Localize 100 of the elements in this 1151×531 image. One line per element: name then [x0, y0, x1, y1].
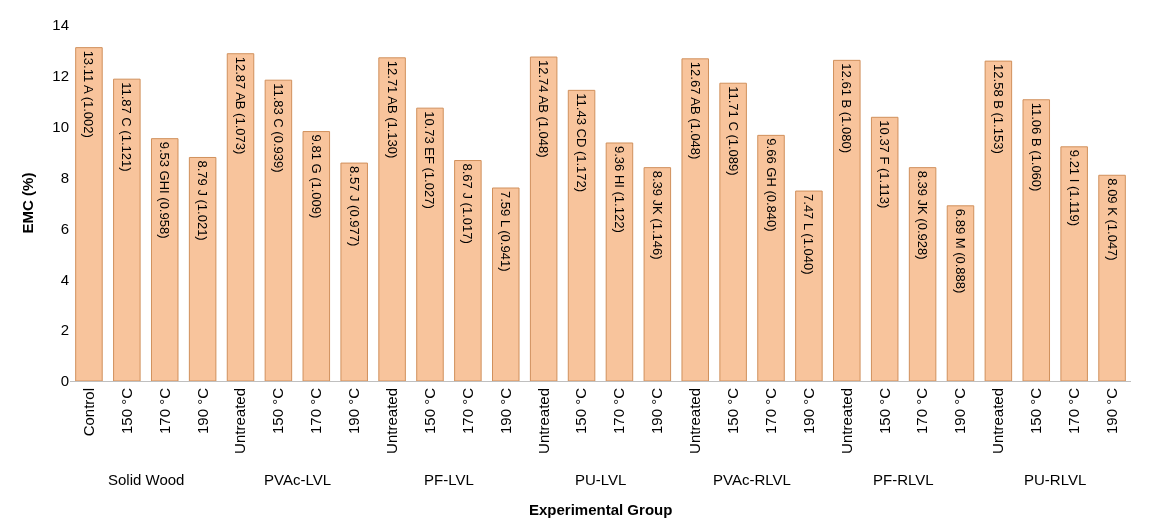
bar: [643, 167, 672, 381]
bar: [757, 134, 785, 381]
x-tick-label: 170 °C: [458, 387, 476, 435]
y-tick-label: 10: [52, 117, 69, 135]
bar: [567, 89, 596, 381]
data-label: 8.39 JK (0.928): [915, 170, 931, 260]
data-label: 10.37 F (1.113): [877, 120, 893, 209]
x-tick-label: 190 °C: [193, 387, 211, 435]
bar: [378, 57, 406, 381]
bar: [908, 167, 937, 381]
bar: [75, 47, 103, 381]
x-tick-label: 150 °C: [420, 387, 438, 435]
bar: [264, 79, 293, 381]
x-tick-label: 150 °C: [724, 387, 742, 435]
data-label: 12.58 B (1.153): [990, 64, 1006, 154]
data-label: 7.59 L (0.941): [498, 191, 514, 272]
bar: [454, 160, 482, 381]
x-tick-label: 170 °C: [1065, 387, 1083, 435]
bar: [681, 58, 709, 381]
data-label: 9.81 G (1.009): [308, 134, 324, 219]
x-tick-label: Control: [79, 388, 97, 437]
bar: [719, 82, 747, 381]
data-label: 10.73 EF (1.027): [422, 111, 438, 209]
bar: [1060, 146, 1088, 381]
bar: [1098, 174, 1126, 381]
x-tick-label: 170 °C: [307, 387, 325, 435]
x-tick-label: 190 °C: [345, 387, 363, 435]
x-tick-label: 150 °C: [572, 387, 590, 435]
data-label: 8.57 J (0.977): [346, 166, 362, 247]
x-tick-label: 190 °C: [1102, 387, 1120, 435]
x-tick-label: 150 °C: [269, 387, 287, 435]
bar: [492, 187, 520, 381]
x-tick-label: Untreated: [989, 388, 1007, 454]
y-tick-label: 12: [52, 67, 69, 85]
y-tick-label: 14: [52, 16, 69, 34]
bar: [150, 138, 179, 381]
bar: [416, 107, 444, 381]
text: PU-LVL: [575, 471, 627, 488]
bar: [605, 142, 634, 381]
x-tick-label: Untreated: [837, 388, 855, 454]
x-tick-label: 150 °C: [117, 387, 135, 435]
text: PF-LVL: [424, 471, 474, 488]
data-label: 12.87 AB (1.073): [233, 56, 249, 155]
x-tick-label: Untreated: [534, 388, 552, 454]
text: PVAc-LVL: [264, 471, 331, 488]
data-label: 6.89 M (0.888): [952, 208, 968, 294]
data-label: 8.79 J (1.021): [195, 160, 211, 241]
data-label: 13.11 A (1.002): [81, 50, 97, 138]
data-label: 8.09 K (1.047): [1104, 178, 1120, 261]
bar: [1022, 99, 1051, 381]
y-axis-title: EMC (%): [18, 172, 36, 234]
data-label: 11.06 B (1.060): [1028, 102, 1044, 192]
x-tick-label: Untreated: [686, 388, 704, 454]
data-label: 11.87 C (1.121): [119, 82, 135, 172]
data-label: 12.71 AB (1.130): [384, 60, 400, 159]
x-tick-label: 190 °C: [951, 387, 969, 435]
x-tick-label: 190 °C: [496, 387, 514, 435]
data-label: 8.67 J (1.017): [460, 163, 476, 244]
data-label: 11.43 CD (1.172): [574, 93, 590, 193]
x-tick-label: 170 °C: [610, 387, 628, 435]
x-tick-label: Untreated: [382, 388, 400, 454]
text: Solid Wood: [108, 471, 185, 488]
data-label: 9.53 GHI (0.958): [157, 141, 173, 239]
x-tick-label: Untreated: [231, 388, 249, 454]
y-tick-label: 8: [60, 168, 69, 186]
data-label: 8.39 JK (1.146): [649, 170, 665, 260]
x-axis-title: Experimental Group: [529, 501, 673, 518]
data-label: 12.67 AB (1.048): [687, 61, 703, 160]
y-tick-label: 4: [60, 270, 69, 288]
bar: [795, 190, 823, 381]
y-tick-label: 2: [60, 321, 69, 339]
x-tick-label: 150 °C: [875, 387, 893, 435]
bar: [226, 53, 255, 381]
bar: [302, 131, 331, 381]
data-label: 9.66 GH (0.840): [763, 138, 779, 232]
y-tick-label: 0: [60, 372, 69, 390]
x-tick-label: 170 °C: [761, 387, 779, 435]
data-label: 12.74 AB (1.048): [536, 60, 552, 158]
bar: [340, 162, 368, 381]
bar: [529, 56, 558, 381]
data-label: 9.21 I (1.119): [1066, 149, 1082, 227]
x-tick-label: 170 °C: [155, 387, 173, 435]
bar: [870, 116, 899, 381]
data-label: 11.71 C (1.089): [725, 86, 741, 176]
text: PF-RLVL: [873, 471, 934, 488]
text: PVAc-RLVL: [713, 471, 791, 488]
bar: [113, 78, 141, 381]
x-tick-label: 150 °C: [1027, 387, 1045, 435]
bar: [984, 60, 1013, 381]
x-tick-label: 190 °C: [799, 387, 817, 435]
data-label: 7.47 L (1.040): [801, 194, 817, 275]
data-label: 11.83 C (0.939): [270, 83, 286, 173]
data-label: 12.61 B (1.080): [839, 63, 855, 153]
text: PU-RLVL: [1024, 471, 1087, 488]
x-tick-label: 190 °C: [648, 387, 666, 435]
bar: [833, 59, 861, 381]
x-tick-label: 170 °C: [913, 387, 931, 435]
data-label: 9.36 HI (1.122): [611, 145, 627, 233]
y-tick-label: 6: [60, 219, 69, 237]
bar: [188, 156, 217, 381]
